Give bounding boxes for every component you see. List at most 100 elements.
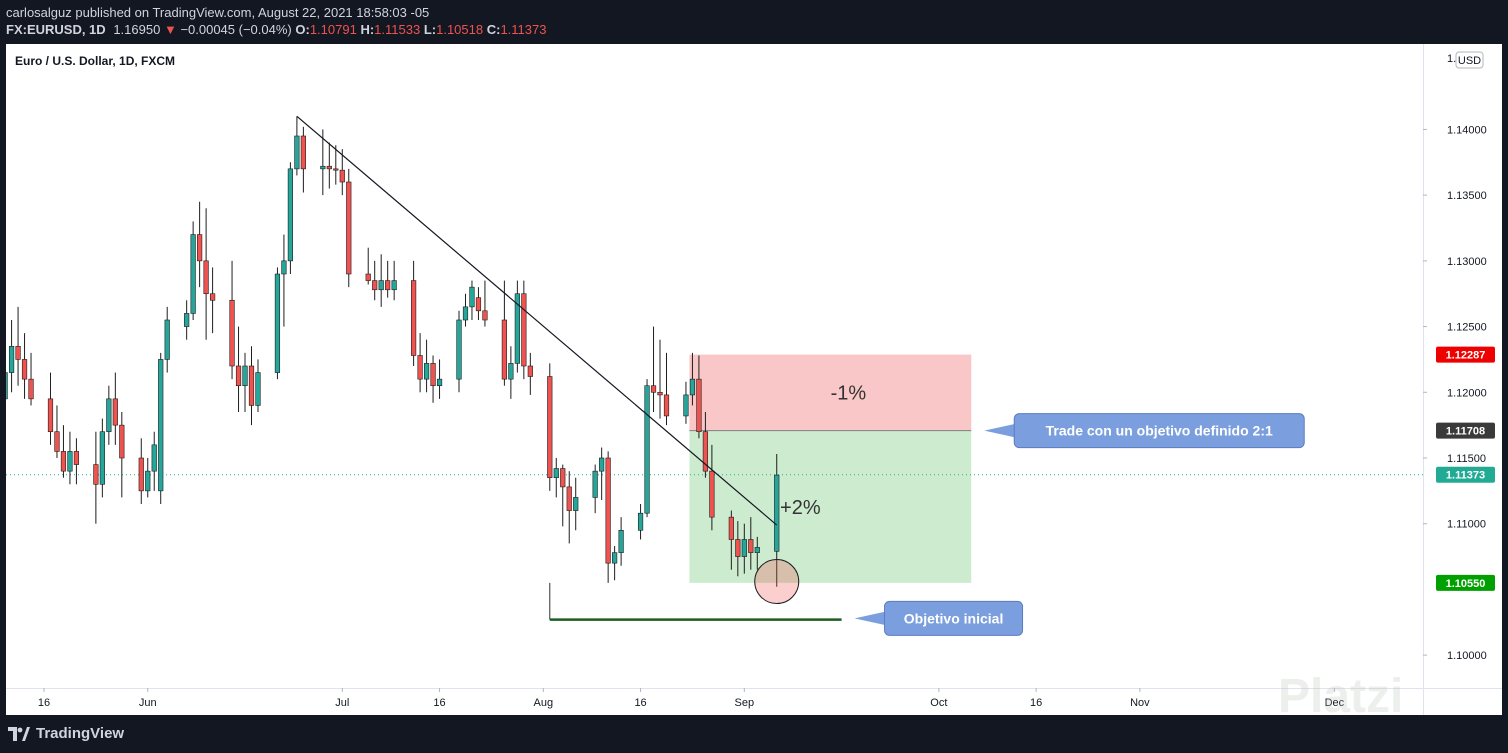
candle-body: [209, 293, 216, 301]
chart-title: Euro / U.S. Dollar, 1D, FXCM: [15, 54, 175, 68]
low-value: 1.10518: [436, 22, 484, 37]
price-label: 1.10550: [1446, 578, 1486, 590]
candle-body: [612, 552, 618, 564]
price-chart[interactable]: Euro / U.S. Dollar, 1D, FXCM 1.10000 1.110…: [2, 44, 1502, 723]
callout-box: [884, 600, 1024, 636]
stop-percent: -1%: [831, 383, 867, 405]
candle-body: [411, 280, 417, 356]
candle-body: [774, 474, 780, 552]
candle-body: [553, 468, 559, 479]
candle-body: [294, 135, 300, 170]
candle-body: [242, 365, 248, 387]
candle-body: [508, 363, 514, 380]
candle-body: [138, 457, 144, 492]
x-tick-label: Jun: [139, 697, 157, 709]
y-tick-label: 1.14000: [1447, 124, 1487, 136]
candle-body: [462, 306, 469, 321]
candle-body: [346, 181, 352, 275]
candle-body: [229, 299, 235, 367]
candle-body: [741, 539, 747, 557]
price-label: 1.11373: [1446, 470, 1485, 482]
candle-body: [696, 378, 702, 433]
candle-body: [255, 372, 261, 406]
candle-body: [683, 394, 689, 417]
callout-box: [1013, 413, 1305, 449]
price-label: 1.11708: [1446, 426, 1485, 438]
candle-body: [735, 539, 741, 557]
candle-body: [287, 168, 294, 262]
price-label-box: [1436, 574, 1495, 591]
currency-badge: USD: [1458, 55, 1481, 67]
candle-body: [475, 297, 482, 312]
candle-body: [99, 431, 105, 485]
y-tick-label: 1.13500: [1447, 190, 1487, 202]
candle-body: [190, 234, 196, 314]
open-value: 1.10791: [309, 22, 357, 37]
candle-body: [663, 394, 670, 417]
candle-body: [164, 319, 170, 360]
x-tick-label: 16: [634, 697, 646, 709]
y-tick-label: 1.13000: [1447, 256, 1487, 268]
candle-body: [281, 260, 287, 275]
x-tick-label: Oct: [930, 697, 947, 709]
candle-body: [21, 359, 28, 380]
candle-body: [599, 457, 605, 472]
candle-body: [112, 398, 118, 426]
candle-body: [456, 319, 462, 380]
candle-body: [73, 451, 80, 465]
candle-body: [274, 273, 281, 373]
candle-body: [378, 280, 384, 291]
candle-body: [644, 385, 650, 514]
candle-body: [197, 234, 203, 262]
candle-body: [320, 165, 326, 170]
candle-body: [728, 516, 734, 540]
candle-body: [566, 486, 572, 511]
candle-body: [436, 378, 443, 387]
candle-body: [235, 365, 242, 387]
candle-body: [560, 468, 566, 488]
x-tick-label: Jul: [335, 697, 349, 709]
x-tick-label: 16: [433, 697, 445, 709]
candle-body: [333, 168, 339, 171]
y-tick-label: 1.10000: [1447, 650, 1487, 662]
y-tick-label: 1.11500: [1447, 453, 1486, 465]
last-price: 1.16950: [113, 22, 161, 37]
brand-name: TradingView: [36, 725, 125, 742]
candle-body: [54, 431, 60, 452]
platzi-watermark: Platzi: [1278, 670, 1403, 715]
chart-panel[interactable]: Euro / U.S. Dollar, 1D, FXCM 1.10000 1.110…: [2, 44, 1502, 723]
x-tick-label: Dec: [1325, 697, 1345, 709]
target-percent: +2%: [780, 497, 821, 519]
candle-body: [592, 470, 598, 498]
low-label: L:: [423, 22, 437, 37]
candle-body: [28, 378, 34, 400]
candle-body: [145, 470, 151, 492]
candle-body: [8, 345, 15, 373]
tradingview-logo-icon: [8, 726, 30, 741]
candle-body: [573, 497, 579, 511]
tradingview-brand[interactable]: TradingView: [8, 725, 124, 742]
candle-body: [158, 359, 164, 492]
candle-body: [326, 165, 332, 170]
symbol: FX:EURUSD, 1D: [6, 22, 106, 37]
x-tick-label: Nov: [1130, 697, 1150, 709]
callout-text: Objetivo inicial: [904, 610, 1004, 626]
high-value: 1.11533: [374, 22, 421, 37]
callout-text: Trade con un objetivo definido 2:1: [1046, 423, 1273, 439]
candle-body: [15, 345, 21, 360]
currency-badge-box: [1455, 51, 1484, 69]
candle-body: [527, 365, 533, 377]
candle-body: [151, 444, 157, 472]
candle-body: [423, 363, 430, 380]
candle-body: [514, 293, 520, 364]
candle-body: [248, 365, 255, 406]
high-label: H:: [360, 22, 375, 37]
price-label-box: [1436, 466, 1495, 483]
trend-line: [296, 115, 778, 526]
callout-pointer: [984, 423, 1017, 438]
candle-body: [203, 260, 209, 295]
candle-body: [391, 280, 397, 291]
stop-loss-zone: [689, 354, 972, 431]
candle-body: [417, 355, 423, 380]
candle-body: [339, 169, 345, 183]
